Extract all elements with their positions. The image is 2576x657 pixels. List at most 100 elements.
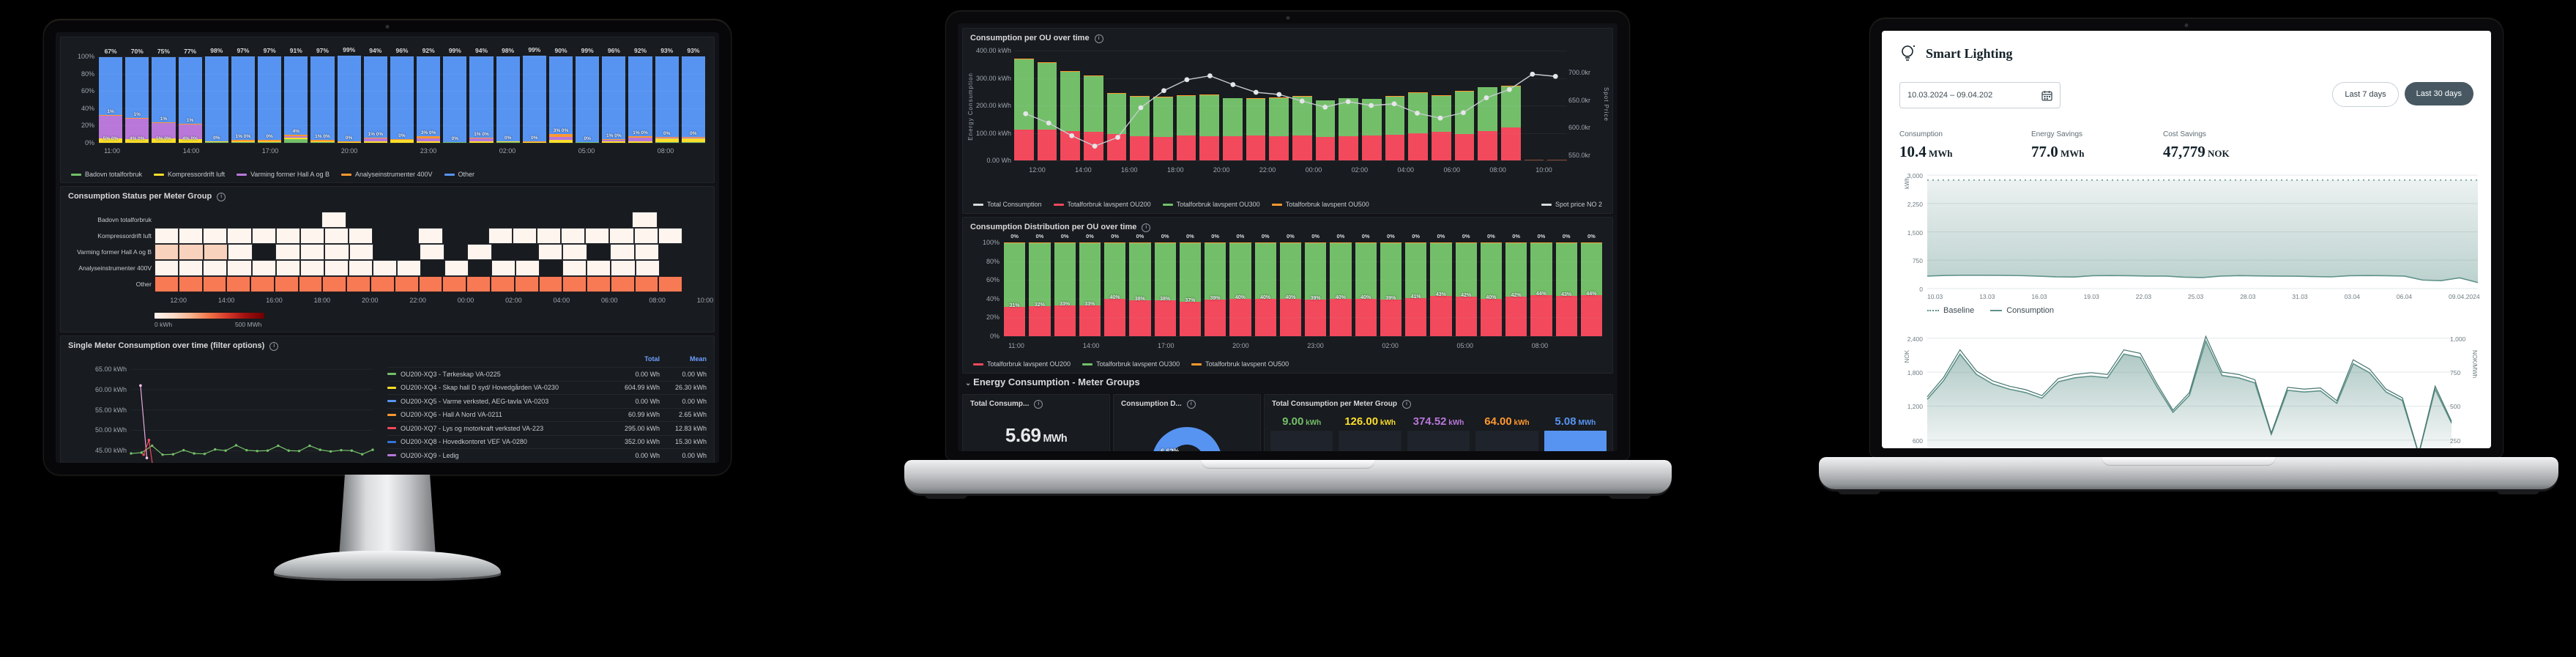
monitor-screen-grafana: 67% 1% 5% 0% 70% 1% 4% 0% 75% 1% 5% 0% 77% 1% 4% 0%… bbox=[56, 32, 719, 463]
bar-segment bbox=[204, 141, 228, 143]
stacked-bar: 92% 1% 0% bbox=[628, 47, 652, 143]
bar-segment bbox=[1130, 96, 1150, 97]
stacked-bar: 0% 43% bbox=[1430, 233, 1452, 336]
last-30-days-button[interactable]: Last 30 days bbox=[2404, 82, 2473, 105]
laptop-notch bbox=[2102, 457, 2276, 466]
bar-segment bbox=[496, 56, 520, 141]
info-icon[interactable]: i bbox=[217, 193, 226, 201]
y-tick-label: 80% bbox=[81, 70, 94, 78]
heatmap-cell bbox=[632, 212, 658, 228]
legend-item[interactable]: Baseline bbox=[1927, 306, 1974, 315]
heatmap-color-scale bbox=[155, 313, 264, 319]
bar-segment bbox=[152, 122, 176, 123]
stacked-bar bbox=[1106, 92, 1127, 160]
table-row[interactable]: OU200-XQ5 - Varme verksted, AEG-tavla VA… bbox=[387, 394, 707, 408]
legend-item[interactable]: Total Consumption bbox=[973, 201, 1042, 208]
legend-item[interactable]: Totalforbruk lavspent OU500 bbox=[1271, 201, 1369, 208]
stacked-bar: 77% 1% 4% 0% bbox=[178, 48, 202, 143]
legend-item[interactable]: Consumption bbox=[1990, 306, 2054, 315]
legend-item[interactable]: Other bbox=[444, 171, 474, 178]
info-icon[interactable]: i bbox=[1034, 400, 1043, 409]
heatmap-cell bbox=[227, 228, 252, 244]
stacked-bar: 92% 3% 0% bbox=[417, 47, 441, 143]
bar-segment bbox=[1501, 86, 1521, 127]
bar-segment bbox=[1432, 94, 1451, 96]
bar-segment-orange bbox=[1330, 242, 1352, 244]
heatmap-cell bbox=[610, 276, 635, 292]
dashboard-row-header[interactable]: ⌄ Energy Consumption - Meter Groups bbox=[965, 376, 1140, 387]
info-icon[interactable]: i bbox=[1094, 34, 1103, 43]
heatmap-cell bbox=[299, 228, 324, 244]
bar-segment-orange bbox=[1430, 242, 1452, 244]
legend-item[interactable]: Totalforbruk lavspent OU200 bbox=[973, 360, 1071, 368]
heatmap-cell bbox=[321, 212, 347, 228]
x-tick-label: 09.04.2024 bbox=[2449, 293, 2480, 300]
bar-value-label: 99% bbox=[448, 47, 461, 55]
legend-item[interactable]: Totalforbruk lavspent OU300 bbox=[1082, 360, 1180, 368]
x-tick-label: 05:00 bbox=[1456, 342, 1474, 349]
legend-item[interactable]: Totalforbruk lavspent OU200 bbox=[1053, 201, 1151, 208]
series-mean: 12.83 kWh bbox=[674, 424, 707, 432]
info-icon[interactable]: i bbox=[1142, 223, 1151, 232]
y-tick-label: 0% bbox=[84, 139, 94, 146]
stat-item: 64.00 kWh bbox=[1475, 415, 1538, 451]
laptop-smart-lighting: Smart Lighting 10.03.2024 – 09.04.202 La… bbox=[1870, 19, 2503, 457]
legend-swatch-icon bbox=[1990, 310, 2003, 311]
date-range-input[interactable]: 10.03.2024 – 09.04.202 bbox=[1899, 82, 2061, 108]
calendar-icon[interactable] bbox=[2041, 90, 2052, 101]
heatmap-cell bbox=[443, 228, 466, 244]
bar-value-label: 77% bbox=[184, 48, 197, 56]
legend-swatch-icon bbox=[444, 173, 455, 176]
info-icon[interactable]: i bbox=[1186, 400, 1196, 409]
legend-item[interactable]: Analyseinstrumenter 400V bbox=[340, 171, 433, 178]
table-row[interactable]: OU200-XQ8 - Hovedkontoret VEF VA-0280 352… bbox=[387, 434, 707, 449]
y-tick-label: 80% bbox=[986, 257, 999, 265]
stacked-bar: 98% 0% bbox=[496, 47, 520, 143]
legend-item[interactable]: Badovn totalforbruk bbox=[71, 171, 142, 178]
x-tick-label: 02:00 bbox=[505, 297, 522, 304]
legend-swatch-icon bbox=[1271, 203, 1282, 206]
kpi-value: 77.0 MWh bbox=[2031, 143, 2085, 160]
info-icon[interactable]: i bbox=[1401, 400, 1411, 409]
gridline bbox=[1004, 280, 1602, 281]
bar-segment bbox=[602, 141, 626, 143]
legend-item[interactable]: Spot price NO 2 bbox=[1541, 201, 1602, 208]
heatmap-cell bbox=[512, 228, 537, 244]
bar-value-label: 0% bbox=[1211, 233, 1220, 240]
bar-segment bbox=[1478, 86, 1498, 88]
bar-segment-red bbox=[1029, 306, 1051, 336]
table-row[interactable]: OU200-XQ4 - Skap hall D syd/ Hovedgården… bbox=[387, 380, 707, 395]
table-row[interactable]: OU200-XQ9 - Ledig 0.00 Wh 0.00 Wh bbox=[387, 448, 707, 462]
stat-value: 9.00 kWh bbox=[1282, 415, 1322, 428]
legend-item[interactable]: Kompressordrift luft bbox=[154, 171, 225, 178]
bar-value-label: 0% bbox=[1512, 233, 1521, 240]
bar-segment-green bbox=[1254, 243, 1276, 299]
heatmap-cell bbox=[488, 228, 513, 244]
heatmap-cell bbox=[561, 228, 586, 244]
bar-segment-red bbox=[1179, 301, 1201, 336]
stacked-bar: 0% 40% bbox=[1229, 233, 1251, 336]
last-7-days-button[interactable]: Last 7 days bbox=[2332, 82, 2399, 107]
table-row[interactable]: OU200-XQ6 - Hall A Nord VA-0211 60.99 kWh… bbox=[387, 407, 707, 422]
column-header-mean[interactable]: Mean bbox=[689, 355, 707, 363]
table-row[interactable]: OU200-XQ7 - Lys og motorkraft verksted V… bbox=[387, 421, 707, 435]
bar-segment-green bbox=[1179, 243, 1201, 302]
heatmap-cell bbox=[682, 228, 705, 244]
bar-segment bbox=[1176, 94, 1196, 96]
heatmap-cell bbox=[635, 260, 660, 276]
bar-value-label: 0% bbox=[1286, 233, 1295, 240]
bar-segment bbox=[1199, 94, 1220, 136]
legend-item[interactable]: Totalforbruk lavspent OU300 bbox=[1162, 201, 1260, 208]
column-header-total[interactable]: Total bbox=[644, 355, 660, 363]
heatmap-cell bbox=[514, 276, 539, 292]
legend-item[interactable]: Varming former Hall A og B bbox=[237, 171, 330, 178]
table-row[interactable]: OU200-XQ3 - Tørkeskap VA-0225 0.00 Wh 0.00… bbox=[387, 367, 707, 381]
info-icon[interactable]: i bbox=[269, 342, 279, 351]
y-axis-label-left: Energy Consumption bbox=[967, 73, 974, 141]
heatmap-cell bbox=[467, 244, 492, 260]
bar-segment bbox=[1408, 133, 1429, 160]
panel-title: Consumption D... i bbox=[1121, 400, 1196, 409]
x-tick-label: 00:00 bbox=[1305, 166, 1322, 174]
legend-item[interactable]: Totalforbruk lavspent OU500 bbox=[1191, 360, 1289, 368]
bar-segment-red bbox=[1455, 297, 1477, 336]
